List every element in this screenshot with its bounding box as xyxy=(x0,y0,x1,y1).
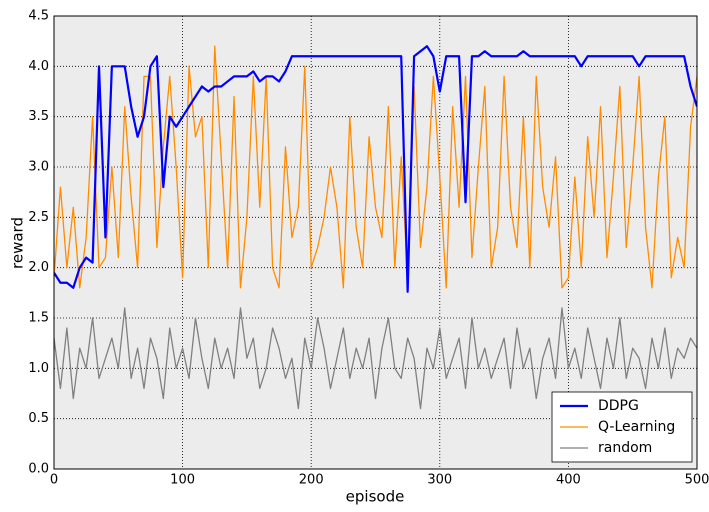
y-tick-label: 4.5 xyxy=(28,9,49,24)
y-tick-label: 0.0 xyxy=(28,462,49,477)
y-tick-label: 1.5 xyxy=(28,311,49,326)
y-axis-label: reward xyxy=(9,217,27,269)
y-tick-label: 2.5 xyxy=(28,210,49,225)
y-tick-label: 2.0 xyxy=(28,260,49,275)
x-tick-label: 300 xyxy=(427,473,452,488)
x-tick-label: 100 xyxy=(170,473,195,488)
legend-label: random xyxy=(598,440,652,456)
y-tick-label: 1.0 xyxy=(28,361,49,376)
series-line xyxy=(54,307,697,410)
y-tick-label: 4.0 xyxy=(28,59,49,74)
x-tick-label: 200 xyxy=(299,473,324,488)
legend-label: DDPG xyxy=(598,398,639,414)
legend-label: Q-Learning xyxy=(598,419,675,435)
y-tick-label: 3.5 xyxy=(28,109,49,124)
plot-frame xyxy=(53,15,698,470)
x-axis-label: episode xyxy=(346,488,405,506)
x-tick-label: 400 xyxy=(556,473,581,488)
y-tick-label: 3.0 xyxy=(28,160,49,175)
series-line xyxy=(54,45,697,293)
x-tick-label: 500 xyxy=(685,473,709,488)
series-group xyxy=(54,45,697,410)
x-tick-label: 0 xyxy=(50,473,58,488)
series-line xyxy=(54,45,697,289)
y-tick-label: 0.5 xyxy=(28,411,49,426)
